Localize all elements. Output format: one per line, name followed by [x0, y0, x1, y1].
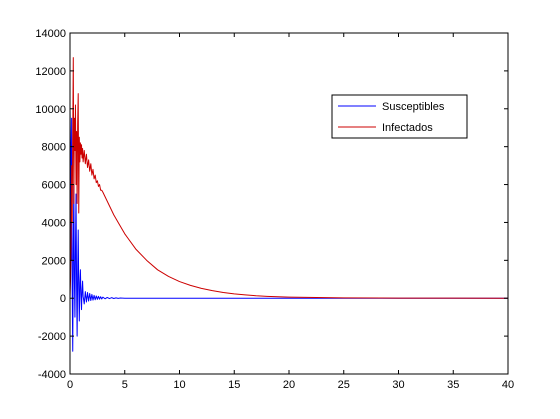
- x-tick-label: 15: [228, 379, 240, 391]
- legend-label-infectados: Infectados: [382, 122, 433, 134]
- y-tick-label: 12000: [35, 66, 66, 78]
- y-tick-label: -2000: [38, 331, 66, 343]
- x-tick-label: 35: [447, 379, 459, 391]
- y-tick-label: 6000: [42, 180, 66, 192]
- x-tick-label: 30: [392, 379, 404, 391]
- y-tick-label: 14000: [35, 28, 66, 40]
- x-tick-label: 10: [173, 379, 185, 391]
- y-tick-label: 8000: [42, 142, 66, 154]
- plot-area: [70, 33, 508, 374]
- ticks-layer: 0 5 10 15 20 25 30 35 40 -4000 -2000 0 2000 4000 6000 8…: [35, 28, 514, 391]
- y-tick-label: 10000: [35, 104, 66, 116]
- series-line-infectados: [69, 57, 509, 299]
- y-tick-label: 0: [60, 293, 66, 305]
- y-tick-label: -4000: [38, 369, 66, 381]
- x-tick-label: 40: [502, 379, 514, 391]
- series-layer: [69, 57, 509, 352]
- legend: Susceptibles Infectados: [331, 94, 468, 139]
- y-tick-label: 2000: [42, 255, 66, 267]
- x-tick-label: 0: [67, 379, 73, 391]
- y-tick-label: 4000: [42, 217, 66, 229]
- legend-box: [331, 94, 468, 139]
- x-tick-label: 25: [338, 379, 350, 391]
- legend-label-susceptibles: Susceptibles: [382, 101, 445, 113]
- series-line-susceptibles: [69, 108, 508, 352]
- x-tick-label: 20: [283, 379, 295, 391]
- x-tick-label: 5: [122, 379, 128, 391]
